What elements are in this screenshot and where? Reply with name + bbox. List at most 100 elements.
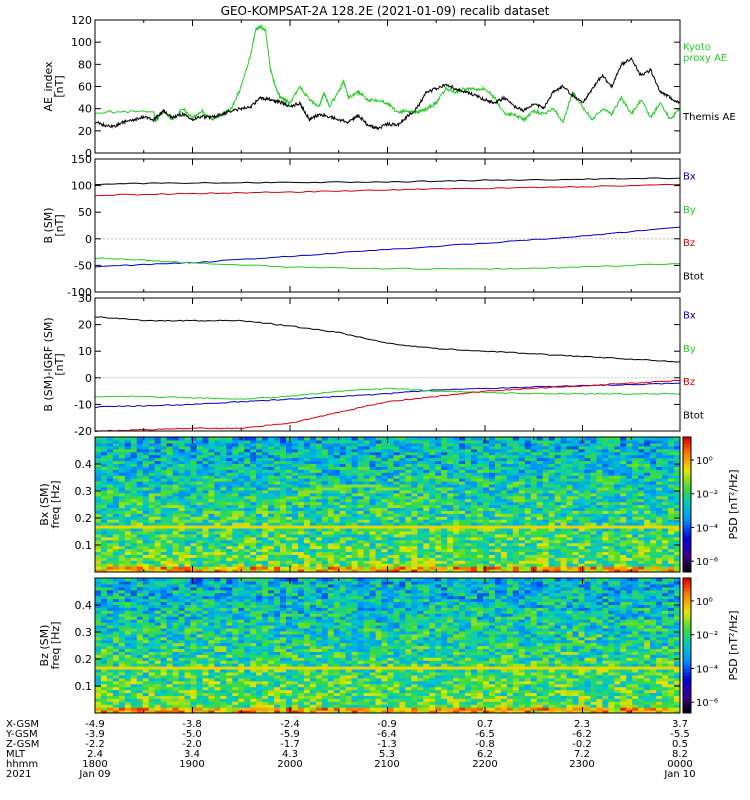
spectrogram-cell: [142, 498, 150, 503]
spectrogram-cell: [250, 492, 257, 497]
spectrogram-cell: [309, 516, 317, 520]
spectrogram-cell: [650, 510, 657, 514]
y-tick-label: 10: [78, 345, 92, 358]
spectrogram-cell: [124, 542, 132, 547]
spectrogram-cell: [441, 536, 448, 541]
spectrogram-cell: [214, 563, 221, 567]
spectrogram-cell: [477, 454, 484, 459]
spectrogram-cell: [381, 457, 389, 462]
spectrogram-cell: [500, 516, 508, 520]
spectrogram-cell: [178, 445, 186, 450]
spectrogram-cell: [148, 478, 156, 482]
spectrogram-cell: [226, 510, 233, 514]
spectrogram-cell: [536, 519, 544, 523]
spectrogram-cell: [536, 439, 544, 444]
spectrogram-cell: [494, 566, 502, 570]
spectrogram-cell: [250, 525, 257, 529]
spectrogram-cell: [291, 551, 299, 555]
spectrogram-cell: [626, 548, 633, 553]
spectrogram-cell: [453, 478, 460, 482]
spectrogram-cell: [572, 486, 580, 491]
spectrogram-cell: [148, 451, 156, 456]
spectrogram-cell: [554, 469, 562, 473]
spectrogram-cell: [465, 498, 472, 503]
spectrogram-cell: [578, 439, 586, 444]
spectrogram-cell: [387, 507, 395, 511]
spectrogram-cell: [518, 533, 526, 538]
spectrogram-cell: [417, 516, 424, 520]
spectrogram-cell: [256, 563, 263, 567]
spectrogram-cell: [333, 439, 341, 444]
spectrogram-cell: [447, 566, 454, 570]
spectrogram-cell: [363, 557, 371, 561]
spectrogram-cell: [280, 507, 287, 511]
spectrogram-cell: [112, 463, 120, 467]
spectrogram-cell: [632, 560, 639, 564]
spectrogram-cell: [118, 533, 126, 538]
spectrogram-cell: [644, 504, 651, 509]
spectrogram-cell: [238, 457, 245, 462]
spectrogram-cell: [578, 557, 586, 561]
spectrogram-cell: [315, 557, 323, 561]
spectrogram-cell: [166, 442, 174, 447]
spectrogram-cell: [441, 527, 448, 532]
spectrogram-cell: [280, 504, 287, 509]
spectrogram-cell: [112, 595, 120, 600]
spectrogram-cell: [238, 501, 245, 506]
colorbar-cell: [683, 528, 691, 533]
spectrogram-cell: [303, 554, 311, 558]
spectrogram-cell: [190, 460, 198, 465]
spectrogram-cell: [286, 560, 293, 564]
spectrogram-cell: [106, 692, 114, 696]
spectrogram-cell: [614, 566, 621, 570]
spectrogram-cell: [291, 466, 299, 470]
spectrogram-cell: [500, 457, 508, 462]
spectrogram-cell: [578, 513, 586, 517]
spectrogram-cell: [560, 522, 568, 526]
spectrogram-cell: [536, 548, 544, 553]
spectrogram-cell: [357, 439, 365, 444]
spectrogram-cell: [608, 516, 615, 520]
spectrogram-cell: [488, 478, 496, 482]
spectrogram-cell: [441, 519, 448, 523]
spectrogram-cell: [429, 545, 436, 550]
spectrogram-cell: [459, 472, 466, 476]
spectrogram-cell: [626, 525, 633, 529]
spectrogram-cell: [178, 551, 186, 555]
spectrogram-cell: [357, 454, 365, 459]
spectrogram-cell: [506, 507, 514, 511]
spectrogram-cell: [560, 475, 568, 479]
spectrogram-cell: [232, 454, 239, 459]
spectrogram-cell: [471, 554, 478, 558]
spectrogram-cell: [435, 545, 442, 550]
spectrogram-cell: [488, 533, 496, 538]
spectrogram-cell: [483, 486, 490, 491]
spectrogram-cell: [95, 498, 102, 503]
spectrogram-cell: [142, 460, 150, 465]
spectrogram-cell: [441, 469, 448, 473]
spectrogram-cell: [656, 442, 663, 447]
spectrogram-cell: [95, 554, 102, 558]
spectrogram-cell: [554, 501, 562, 506]
spectrogram-cell: [142, 481, 150, 485]
spectrogram-cell: [202, 457, 210, 462]
spectrogram-cell: [291, 522, 299, 526]
spectrogram-cell: [560, 469, 568, 473]
spectrogram-cell: [483, 536, 490, 541]
spectrogram-cell: [596, 483, 603, 488]
spectrogram-cell: [148, 439, 156, 444]
spectrogram-cell: [405, 489, 412, 494]
spectrogram-cell: [142, 489, 150, 494]
spectrogram-cell: [483, 483, 490, 488]
spectrogram-cell: [345, 513, 353, 517]
page-title: GEO-KOMPSAT-2A 128.2E (2021-01-09) recal…: [221, 4, 550, 18]
spectrogram-cell: [345, 472, 353, 476]
spectrogram-cell: [429, 457, 436, 462]
spectrogram-cell: [423, 483, 430, 488]
spectrogram-cell: [327, 542, 335, 547]
spectrogram-cell: [632, 554, 639, 558]
colorbar-cell: [683, 548, 691, 553]
spectrogram-cell: [333, 448, 341, 453]
spectrogram-cell: [411, 557, 418, 561]
spectrogram-cell: [226, 451, 233, 456]
